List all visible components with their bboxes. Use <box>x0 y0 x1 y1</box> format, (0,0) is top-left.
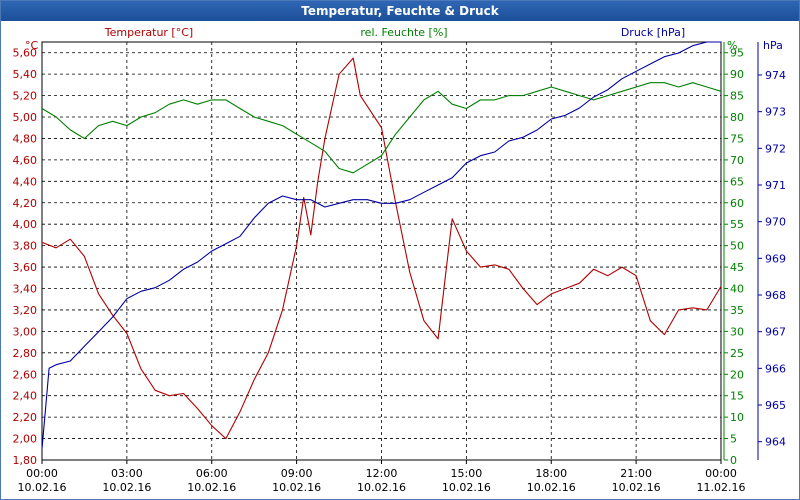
pressure-tick-label: 968 <box>765 289 786 302</box>
temp-tick-label: 2,00 <box>13 433 38 446</box>
chart-svg: 00:0010.02.1603:0010.02.1606:0010.02.160… <box>13 26 787 494</box>
humidity-tick-label: 25 <box>730 347 744 360</box>
x-tick-time: 09:00 <box>281 467 313 480</box>
temp-tick-label: 4,80 <box>13 132 38 145</box>
pressure-tick-label: 974 <box>765 69 786 82</box>
temp-tick-label: 4,60 <box>13 154 38 167</box>
pressure-tick-label: 965 <box>765 399 786 412</box>
series-line-humidity <box>41 82 722 174</box>
humidity-tick-label: 60 <box>730 197 744 210</box>
x-tick-date: 10.02.16 <box>102 481 151 494</box>
x-tick-date: 10.02.16 <box>357 481 406 494</box>
legend-humidity: rel. Feuchte [%] <box>360 26 447 39</box>
temp-tick-label: 4,40 <box>13 175 38 188</box>
temp-tick-label: 2,80 <box>13 347 38 360</box>
temp-tick-label: 4,20 <box>13 197 38 210</box>
humidity-tick-label: 10 <box>730 411 744 424</box>
x-tick-date: 10.02.16 <box>272 481 321 494</box>
humidity-tick-label: 90 <box>730 68 744 81</box>
legend-temperature: Temperatur [°C] <box>104 26 193 39</box>
humidity-tick-label: 30 <box>730 325 744 338</box>
x-tick-time: 03:00 <box>111 467 143 480</box>
pressure-tick-label: 967 <box>765 326 786 339</box>
humidity-tick-label: 75 <box>730 132 744 145</box>
humidity-tick-label: 20 <box>730 368 744 381</box>
temp-tick-label: 3,00 <box>13 325 38 338</box>
legend-pressure: Druck [hPa] <box>621 26 685 39</box>
pressure-tick-label: 970 <box>765 216 786 229</box>
pressure-tick-label: 964 <box>765 436 786 449</box>
temp-tick-label: 2,20 <box>13 411 38 424</box>
window-title: Temperatur, Feuchte & Druck <box>1 1 799 21</box>
pressure-tick-label: 973 <box>765 106 786 119</box>
humidity-tick-label: 50 <box>730 240 744 253</box>
pressure-tick-label: 969 <box>765 252 786 265</box>
humidity-tick-label: 45 <box>730 261 744 274</box>
x-tick-time: 21:00 <box>620 467 652 480</box>
temp-tick-label: 4,00 <box>13 218 38 231</box>
humidity-tick-label: 40 <box>730 283 744 296</box>
x-tick-date: 10.02.16 <box>612 481 661 494</box>
x-tick-time: 15:00 <box>451 467 483 480</box>
temp-unit: °C <box>25 39 39 52</box>
humidity-tick-label: 35 <box>730 304 744 317</box>
humidity-tick-label: 55 <box>730 218 744 231</box>
x-tick-time: 00:00 <box>26 467 58 480</box>
humidity-tick-label: 85 <box>730 90 744 103</box>
temp-tick-label: 5,20 <box>13 90 38 103</box>
temp-tick-label: 1,80 <box>13 454 38 467</box>
x-tick-time: 18:00 <box>535 467 567 480</box>
humidity-unit: % <box>727 39 737 52</box>
temp-tick-label: 5,40 <box>13 68 38 81</box>
humidity-tick-label: 0 <box>730 454 737 467</box>
series-line-temperature <box>41 57 722 440</box>
pressure-tick-label: 966 <box>765 362 786 375</box>
temp-tick-label: 3,20 <box>13 304 38 317</box>
humidity-tick-label: 70 <box>730 154 744 167</box>
x-tick-time: 00:00 <box>705 467 737 480</box>
temp-tick-label: 5,60 <box>13 47 38 60</box>
x-tick-date: 10.02.16 <box>527 481 576 494</box>
temp-tick-label: 2,60 <box>13 368 38 381</box>
pressure-tick-label: 971 <box>765 179 786 192</box>
temp-tick-label: 3,60 <box>13 261 38 274</box>
x-tick-date: 10.02.16 <box>18 481 67 494</box>
pressure-unit: hPa <box>763 39 783 52</box>
humidity-tick-label: 15 <box>730 390 744 403</box>
x-tick-date: 10.02.16 <box>187 481 236 494</box>
pressure-tick-label: 972 <box>765 142 786 155</box>
x-tick-date: 10.02.16 <box>442 481 491 494</box>
x-tick-date: 11.02.16 <box>697 481 746 494</box>
temp-tick-label: 5,00 <box>13 111 38 124</box>
humidity-tick-label: 95 <box>730 47 744 60</box>
temp-tick-label: 2,40 <box>13 390 38 403</box>
humidity-tick-label: 5 <box>730 433 737 446</box>
humidity-tick-label: 80 <box>730 111 744 124</box>
series-line-pressure <box>41 41 721 450</box>
x-tick-time: 12:00 <box>366 467 398 480</box>
humidity-tick-label: 65 <box>730 175 744 188</box>
x-tick-time: 06:00 <box>196 467 228 480</box>
temp-tick-label: 3,40 <box>13 283 38 296</box>
temp-tick-label: 3,80 <box>13 240 38 253</box>
